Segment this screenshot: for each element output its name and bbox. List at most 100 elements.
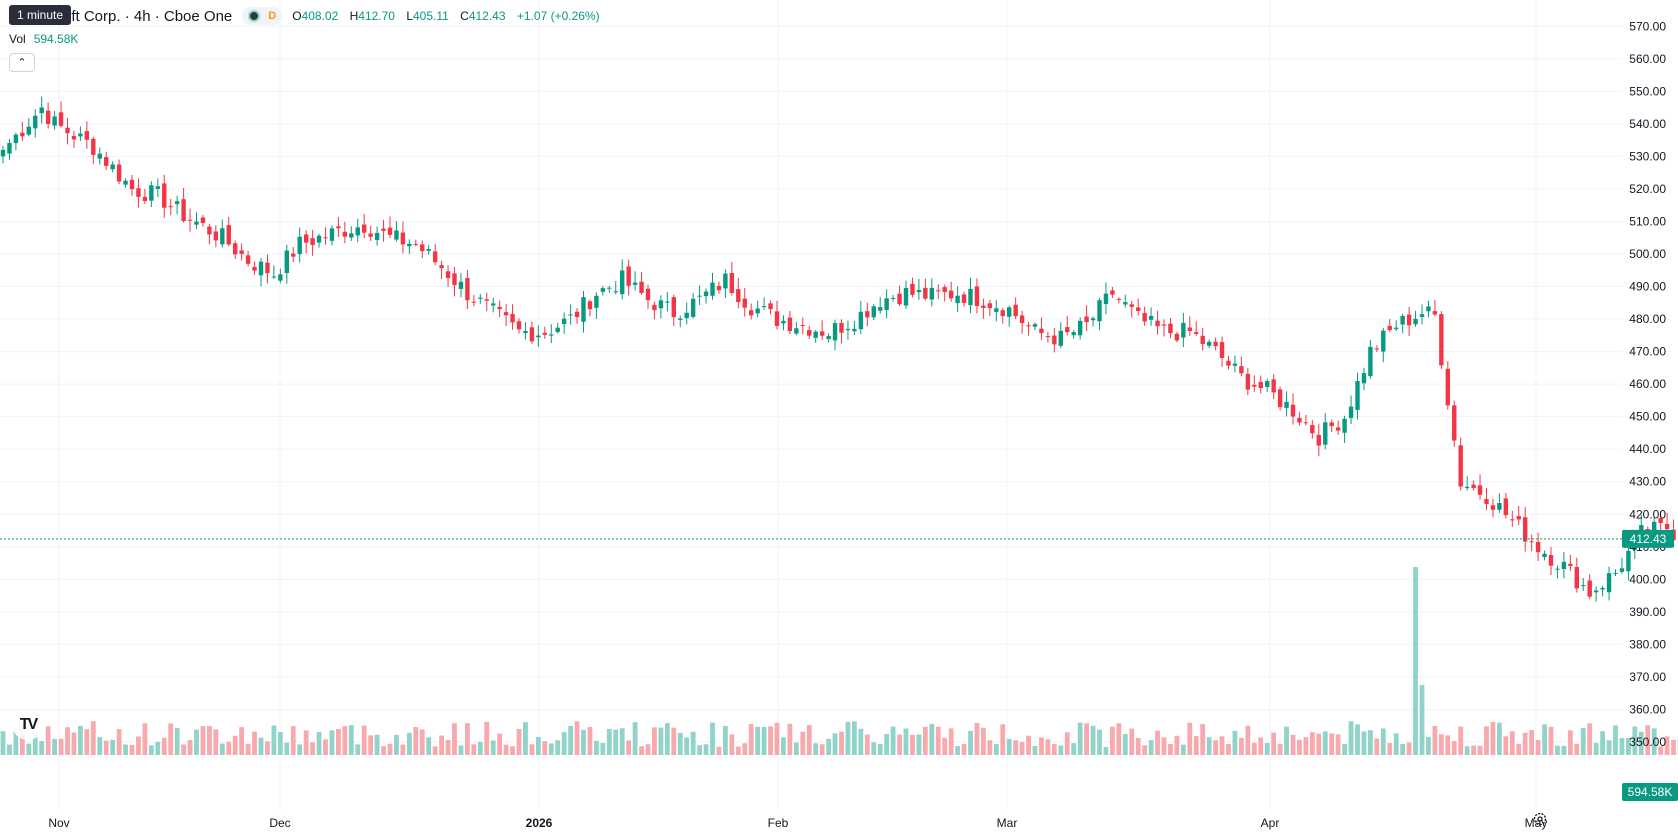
volume-bar — [884, 734, 890, 755]
volume-bar — [529, 744, 535, 755]
volume-bar — [768, 726, 773, 755]
volume-bar — [877, 744, 883, 755]
candle-body — [749, 310, 754, 316]
volume-bar — [1406, 742, 1412, 755]
volume-bar — [1348, 721, 1354, 755]
candle-body — [413, 243, 418, 245]
candle-body — [1387, 325, 1392, 331]
candle-body — [1148, 316, 1154, 320]
time-axis[interactable]: Nov Dec 2026 Feb Mar Apr May — [48, 816, 1547, 830]
volume-bar — [1387, 743, 1393, 755]
candle-body — [581, 297, 586, 322]
volume-bar — [542, 741, 548, 755]
candle-body — [878, 307, 883, 311]
candle-body — [607, 287, 612, 289]
last-volume-value: 594.58K — [1628, 785, 1673, 799]
volume-bar — [336, 729, 341, 755]
candle-body — [1084, 316, 1089, 323]
volume-bar — [103, 740, 109, 755]
volume-bar — [774, 722, 780, 755]
volume-bar — [406, 732, 412, 755]
candle-body — [1529, 541, 1534, 543]
volume-bar — [161, 737, 167, 755]
volume-bar — [477, 741, 483, 755]
candle-body — [297, 236, 302, 255]
price-axis[interactable]: 570.00 560.00 550.00 540.00 530.00 520.00 510.… — [1629, 19, 1666, 749]
price-tick-label: 460.00 — [1629, 377, 1666, 391]
candle-body — [884, 298, 889, 311]
candle-body — [1568, 563, 1573, 566]
volume-bar — [626, 740, 632, 755]
candle-body — [1194, 332, 1199, 334]
candle-body — [213, 231, 219, 241]
candle-body — [1406, 314, 1412, 326]
volume-bar — [523, 722, 528, 755]
volume-bar — [1206, 737, 1212, 755]
volume-bar — [123, 744, 128, 755]
candle-body — [349, 233, 354, 238]
volume-bar — [342, 726, 348, 755]
candle-body — [1077, 320, 1083, 336]
volume-bar — [155, 741, 161, 755]
volume-bar — [600, 743, 606, 755]
volume-bar — [1587, 723, 1593, 755]
volume-bar — [361, 725, 367, 755]
candle-body — [1464, 486, 1470, 489]
candle-body — [387, 227, 393, 235]
volume-bar — [1561, 745, 1567, 755]
candle-body — [162, 183, 167, 208]
candle-body — [503, 312, 509, 316]
candle-body — [600, 288, 606, 292]
volume-bar — [316, 731, 322, 755]
volume-bar — [52, 738, 57, 755]
volume-bar — [1155, 730, 1160, 755]
volume-bar — [787, 723, 793, 755]
volume-bar — [1671, 739, 1676, 755]
volume-bar — [1471, 745, 1476, 755]
volume-bar — [568, 726, 573, 755]
candle-body — [310, 238, 315, 246]
market-status[interactable]: D — [242, 7, 283, 25]
candle-body — [1497, 503, 1502, 510]
candle-body — [33, 115, 38, 129]
tradingview-logo[interactable]: TV — [12, 710, 44, 740]
candle-body — [620, 270, 625, 295]
candle-body — [1587, 580, 1592, 597]
candle-body — [1574, 566, 1579, 589]
candle-body — [149, 185, 154, 201]
price-tick-label: 490.00 — [1629, 280, 1666, 294]
candle-body — [471, 301, 477, 303]
volume-bar — [1084, 723, 1089, 755]
volume-bar — [981, 727, 986, 755]
collapse-legend-button[interactable]: ⌃ — [9, 53, 35, 72]
volume-label[interactable]: Vol — [9, 32, 26, 46]
candle-body — [1226, 360, 1231, 366]
volume-bar — [658, 727, 664, 755]
candle-body — [1252, 384, 1257, 387]
volume-bar — [110, 739, 116, 755]
volume-bar — [290, 726, 296, 755]
candle-body — [1239, 366, 1244, 374]
candle-body — [1452, 405, 1457, 441]
candle-body — [1329, 422, 1334, 427]
last-price-label: 412.43 — [1622, 529, 1674, 548]
price-tick-label: 390.00 — [1629, 605, 1666, 619]
volume-bar — [839, 731, 844, 755]
candle-body — [1142, 312, 1147, 322]
volume-bar — [1097, 729, 1102, 755]
volume-bar — [929, 723, 935, 755]
volume-bar — [432, 746, 438, 755]
volume-bar — [1484, 726, 1489, 755]
volume-bar — [1045, 739, 1051, 755]
volume-bar — [1477, 745, 1483, 755]
candle-body — [787, 317, 793, 332]
volume-bar — [226, 741, 232, 755]
symbol-title[interactable]: oft Corp. · 4h · Cboe One — [63, 7, 233, 25]
gear-icon[interactable] — [1532, 811, 1548, 827]
candle-body — [200, 217, 206, 223]
volume-bar — [1335, 734, 1341, 755]
price-tick-label: 360.00 — [1629, 702, 1666, 716]
candle-body — [929, 287, 934, 300]
candle-body — [110, 164, 115, 170]
